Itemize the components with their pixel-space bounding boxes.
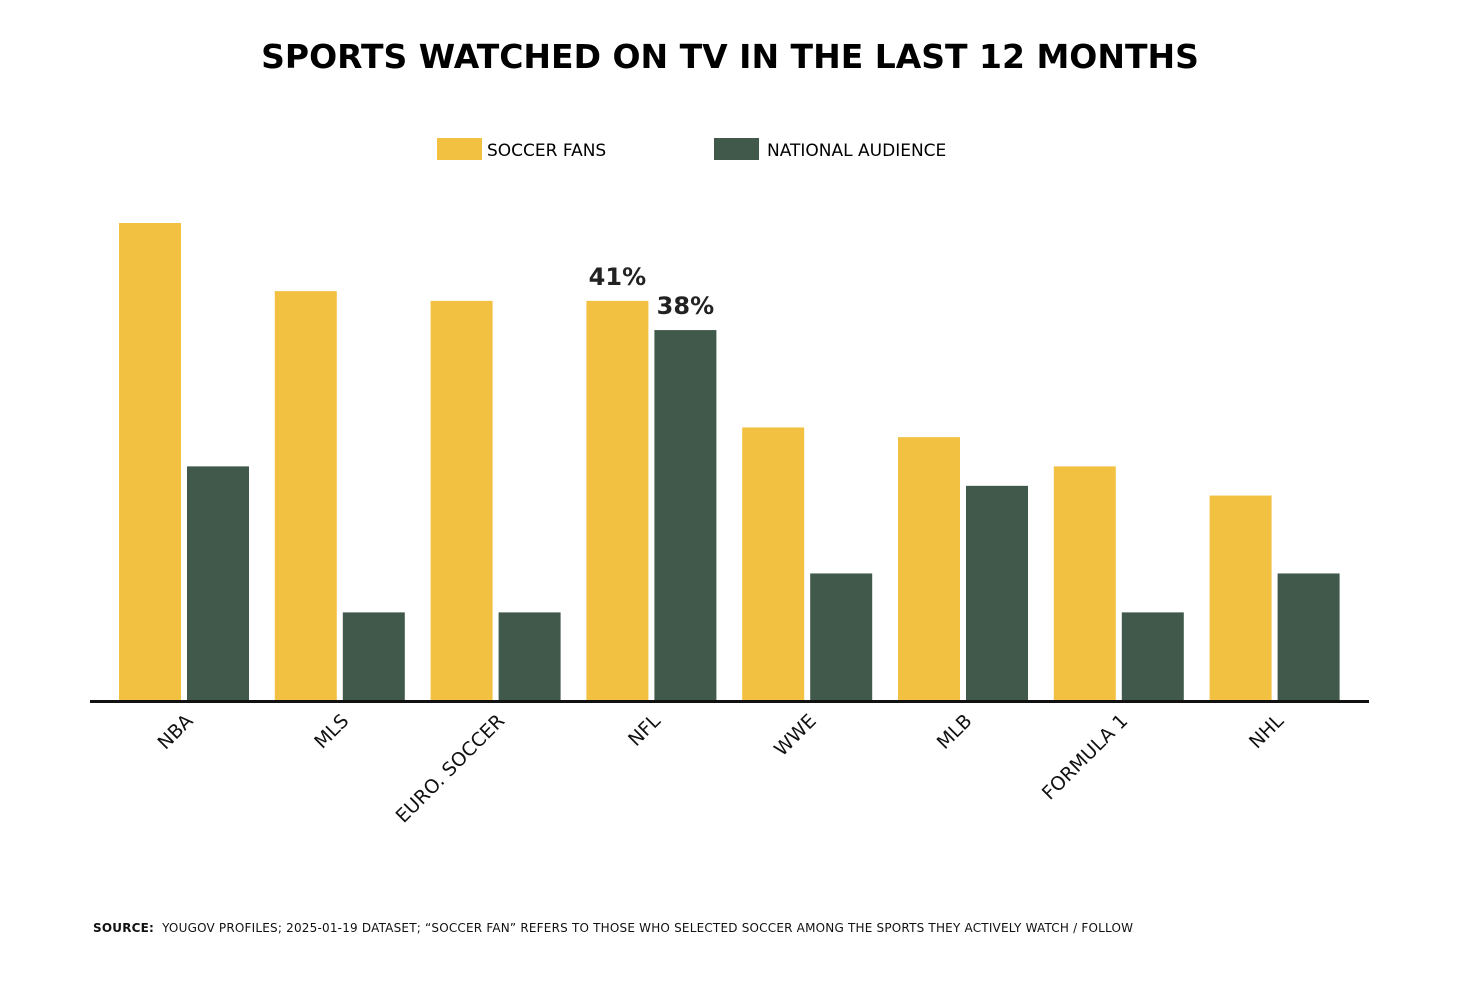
data-label-nfl-national-audience: 38% <box>657 292 714 320</box>
bar-mlb-soccer-fans <box>898 437 960 700</box>
bar-mls-soccer-fans <box>274 291 337 700</box>
legend: SOCCER FANS NATIONAL AUDIENCE <box>437 138 946 161</box>
category-labels: NBA MLS EURO. SOCCER NFL WWE MLB FORMULA 1 NHL <box>154 710 1289 828</box>
category-label-nba: NBA <box>154 710 198 754</box>
bars <box>119 223 1340 700</box>
bar-nhl-soccer-fans <box>1209 495 1272 700</box>
category-label-euro-soccer: EURO. SOCCER <box>392 710 509 827</box>
legend-label-soccer-fans: SOCCER FANS <box>487 141 606 161</box>
data-label-nfl-soccer-fans: 41% <box>589 263 646 291</box>
bar-nfl-national-audience <box>654 330 717 700</box>
category-label-nhl: NHL <box>1245 710 1288 753</box>
bar-euro-soccer-national-audience <box>498 612 561 700</box>
bar-wwe-national-audience <box>810 573 873 700</box>
bar-nba-soccer-fans <box>119 223 181 700</box>
bar-nhl-national-audience <box>1277 573 1340 700</box>
legend-label-national-audience: NATIONAL AUDIENCE <box>767 141 946 161</box>
legend-swatch-national-audience <box>714 138 759 160</box>
bar-nfl-soccer-fans <box>586 300 649 700</box>
category-label-mls: MLS <box>310 710 353 753</box>
source-label: SOURCE: <box>93 921 155 935</box>
category-label-wwe: WWE <box>770 710 821 761</box>
source-note: SOURCE: YOUGOV PROFILES; 2025-01-19 DATA… <box>93 921 1133 935</box>
category-label-formula-1: FORMULA 1 <box>1038 710 1132 804</box>
bar-formula-1-soccer-fans <box>1053 466 1116 700</box>
source-text: YOUGOV PROFILES; 2025-01-19 DATASET; “SO… <box>162 921 1134 935</box>
bar-mls-national-audience <box>342 612 405 700</box>
data-labels: 41% 38% <box>589 263 714 320</box>
bar-nba-national-audience <box>187 466 249 700</box>
category-label-nfl: NFL <box>624 710 665 751</box>
legend-swatch-soccer-fans <box>437 138 482 160</box>
bar-formula-1-national-audience <box>1121 612 1184 700</box>
bar-euro-soccer-soccer-fans <box>430 300 493 700</box>
category-label-mlb: MLB <box>933 710 977 754</box>
chart-title: SPORTS WATCHED ON TV IN THE LAST 12 MONT… <box>261 37 1199 76</box>
bar-mlb-national-audience <box>966 485 1028 700</box>
bar-wwe-soccer-fans <box>742 427 805 700</box>
